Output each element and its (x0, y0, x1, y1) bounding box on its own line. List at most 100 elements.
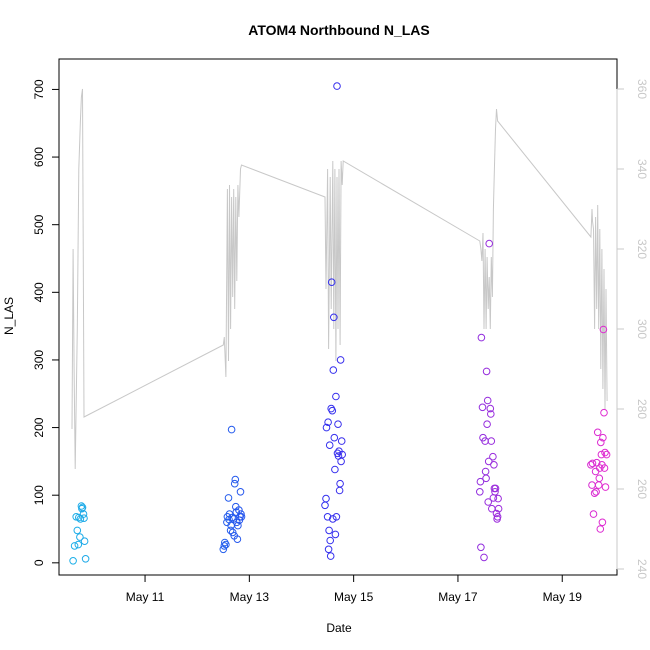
data-point (324, 545, 333, 554)
data-point (486, 404, 495, 413)
data-point (599, 325, 608, 334)
y2-tick-label: 320 (635, 239, 649, 259)
y-tick-label: 300 (32, 350, 46, 370)
data-point (596, 525, 605, 533)
data-point (227, 425, 236, 434)
data-point (333, 82, 341, 90)
data-point (228, 528, 237, 537)
data-point (487, 410, 495, 418)
data-point (477, 333, 486, 342)
data-point (589, 510, 598, 518)
data-point (233, 535, 242, 544)
data-point (226, 526, 235, 535)
data-point (330, 313, 338, 322)
data-point (323, 513, 332, 521)
data-point (332, 392, 340, 401)
data-point (483, 396, 492, 405)
data-point (599, 433, 607, 442)
data-point (233, 518, 241, 527)
y-axis-label: N_LAS (2, 297, 16, 335)
data-point (493, 513, 502, 521)
data-point (322, 423, 331, 432)
data-point (588, 481, 596, 489)
data-point (482, 474, 490, 483)
data-point (491, 484, 500, 493)
y-tick-label: 500 (32, 214, 46, 234)
data-point (593, 428, 602, 437)
data-point (81, 555, 90, 563)
data-point (327, 278, 336, 287)
data-point (79, 510, 88, 518)
data-point (602, 450, 611, 459)
data-point (334, 420, 342, 429)
data-point (322, 494, 330, 503)
data-point (595, 474, 604, 483)
y2-tick-label: 300 (635, 319, 649, 339)
x-tick-label: May 17 (438, 590, 478, 604)
secondary-line-layer (71, 88, 608, 470)
data-point (483, 420, 491, 429)
data-point (337, 437, 346, 445)
data-point (478, 403, 487, 412)
data-point (70, 542, 79, 550)
x-tick-label: May 13 (230, 590, 270, 604)
data-point (600, 408, 608, 417)
data-point (482, 367, 491, 376)
data-point (330, 433, 339, 442)
data-point (69, 557, 77, 565)
chart-title: ATOM4 Northbound N_LAS (248, 22, 429, 38)
data-point (73, 526, 82, 535)
data-point (325, 526, 333, 535)
data-point (220, 542, 229, 550)
data-point (597, 450, 606, 459)
data-point (331, 530, 340, 539)
y-tick-label: 400 (32, 282, 46, 302)
data-point (224, 494, 233, 502)
data-point (336, 356, 345, 364)
data-point (326, 536, 335, 545)
data-point (588, 459, 597, 468)
data-point (476, 477, 485, 486)
axes-layer: May 11 May 13 May 15 May 17 May 19 0 100 200 300… (32, 79, 649, 604)
data-point (489, 452, 497, 461)
data-point (326, 552, 335, 560)
y-tick-label: 600 (32, 147, 46, 167)
data-point (329, 366, 338, 374)
data-point (594, 481, 603, 489)
y2-tick-label: 260 (635, 479, 649, 499)
data-point (491, 488, 499, 496)
data-point (484, 457, 493, 466)
data-point (591, 467, 600, 476)
data-point (80, 514, 88, 523)
y-tick-label: 100 (32, 485, 46, 505)
data-point (335, 486, 344, 495)
data-point (331, 465, 339, 474)
data-point (592, 488, 600, 496)
data-point (590, 489, 599, 498)
x-axis-label: Date (326, 621, 352, 635)
x-tick-label: May 11 (126, 590, 165, 604)
data-point (484, 498, 493, 506)
data-point (494, 504, 503, 513)
data-point (477, 543, 485, 552)
y2-tick-label: 240 (635, 559, 649, 579)
data-point (230, 479, 239, 488)
data-point (80, 537, 89, 546)
x-tick-label: May 15 (334, 590, 374, 604)
data-point (337, 457, 345, 466)
data-point (328, 406, 337, 415)
y-tick-label: 700 (32, 79, 46, 99)
data-point (236, 488, 245, 496)
data-point (324, 418, 332, 427)
data-point (76, 533, 84, 541)
data-point (485, 239, 494, 248)
data-point (487, 437, 496, 445)
data-point (600, 464, 609, 472)
data-point (74, 540, 83, 549)
data-point (228, 513, 236, 522)
y-tick-label: 200 (32, 417, 46, 437)
data-point (321, 501, 329, 510)
data-point (237, 510, 245, 518)
